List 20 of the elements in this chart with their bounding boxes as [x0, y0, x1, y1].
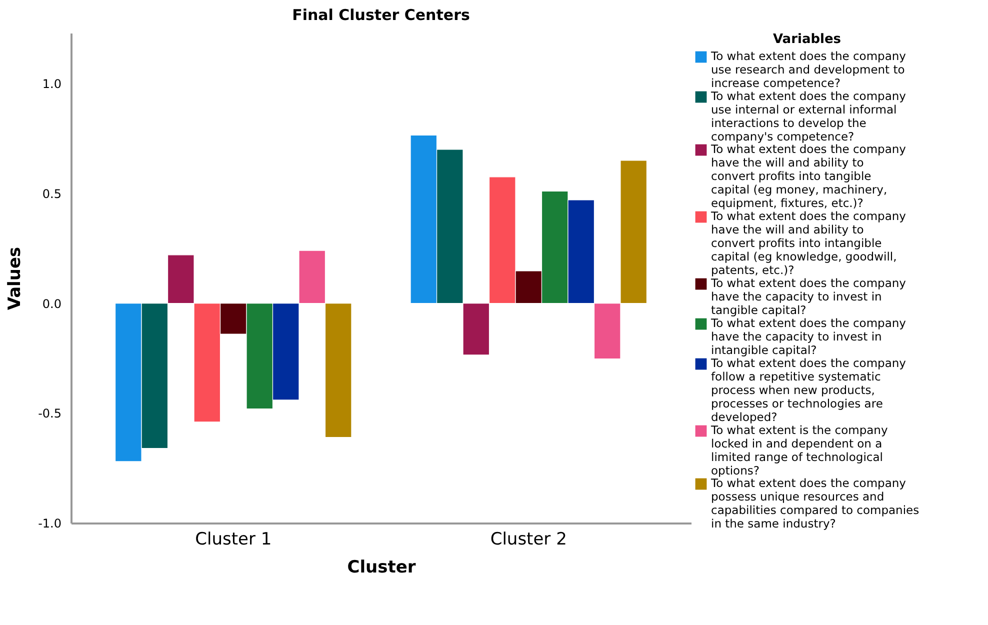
x-tick-label: Cluster 1	[195, 530, 272, 550]
legend-label: To what extent does the company have the capacity to invest in tangible capital?	[710, 276, 906, 317]
legend-label: To what extent does the company have the will and ability to convert profits into intangible capital (eg knowledge, goodwill, patents, etc.)?	[710, 209, 906, 277]
legend-label: To what extent is the company locked in and dependent on a limited range of technological options?	[710, 423, 888, 478]
y-tick-label: -0.5	[38, 406, 62, 421]
x-tick-label: Cluster 2	[490, 530, 567, 550]
x-axis-title: Cluster	[347, 558, 416, 578]
legend-label: To what extent does the company have the capacity to invest in intangible capital?	[710, 316, 906, 357]
y-axis-title: Values	[5, 246, 26, 310]
y-tick-label: -1.0	[38, 516, 62, 530]
legend-label: To what extent does the company use research and development to increase competence?	[710, 49, 906, 90]
y-tick-label: 0.0	[42, 296, 62, 311]
legend-label: To what extent does the company use internal or external informal interactions to develop the company's competence?	[710, 89, 906, 144]
y-tick-label: 1.0	[42, 77, 62, 92]
legend-label: To what extent does the company have the will and ability to convert profits into tangible capital (eg money, machinery, equipment, fixtures, etc.)?	[710, 142, 906, 210]
y-tick-label: 0.5	[42, 186, 62, 201]
legend-label: To what extent does the company follow a repetitive systematic process when new products, processes or technologies are developed?	[710, 356, 906, 424]
legend-title: Variables	[772, 32, 842, 47]
chart-title: Final Cluster Centers	[292, 6, 470, 24]
legend-label: To what extent does the company possess unique resources and capabilities compared to companies in the same industry?	[710, 476, 920, 530]
